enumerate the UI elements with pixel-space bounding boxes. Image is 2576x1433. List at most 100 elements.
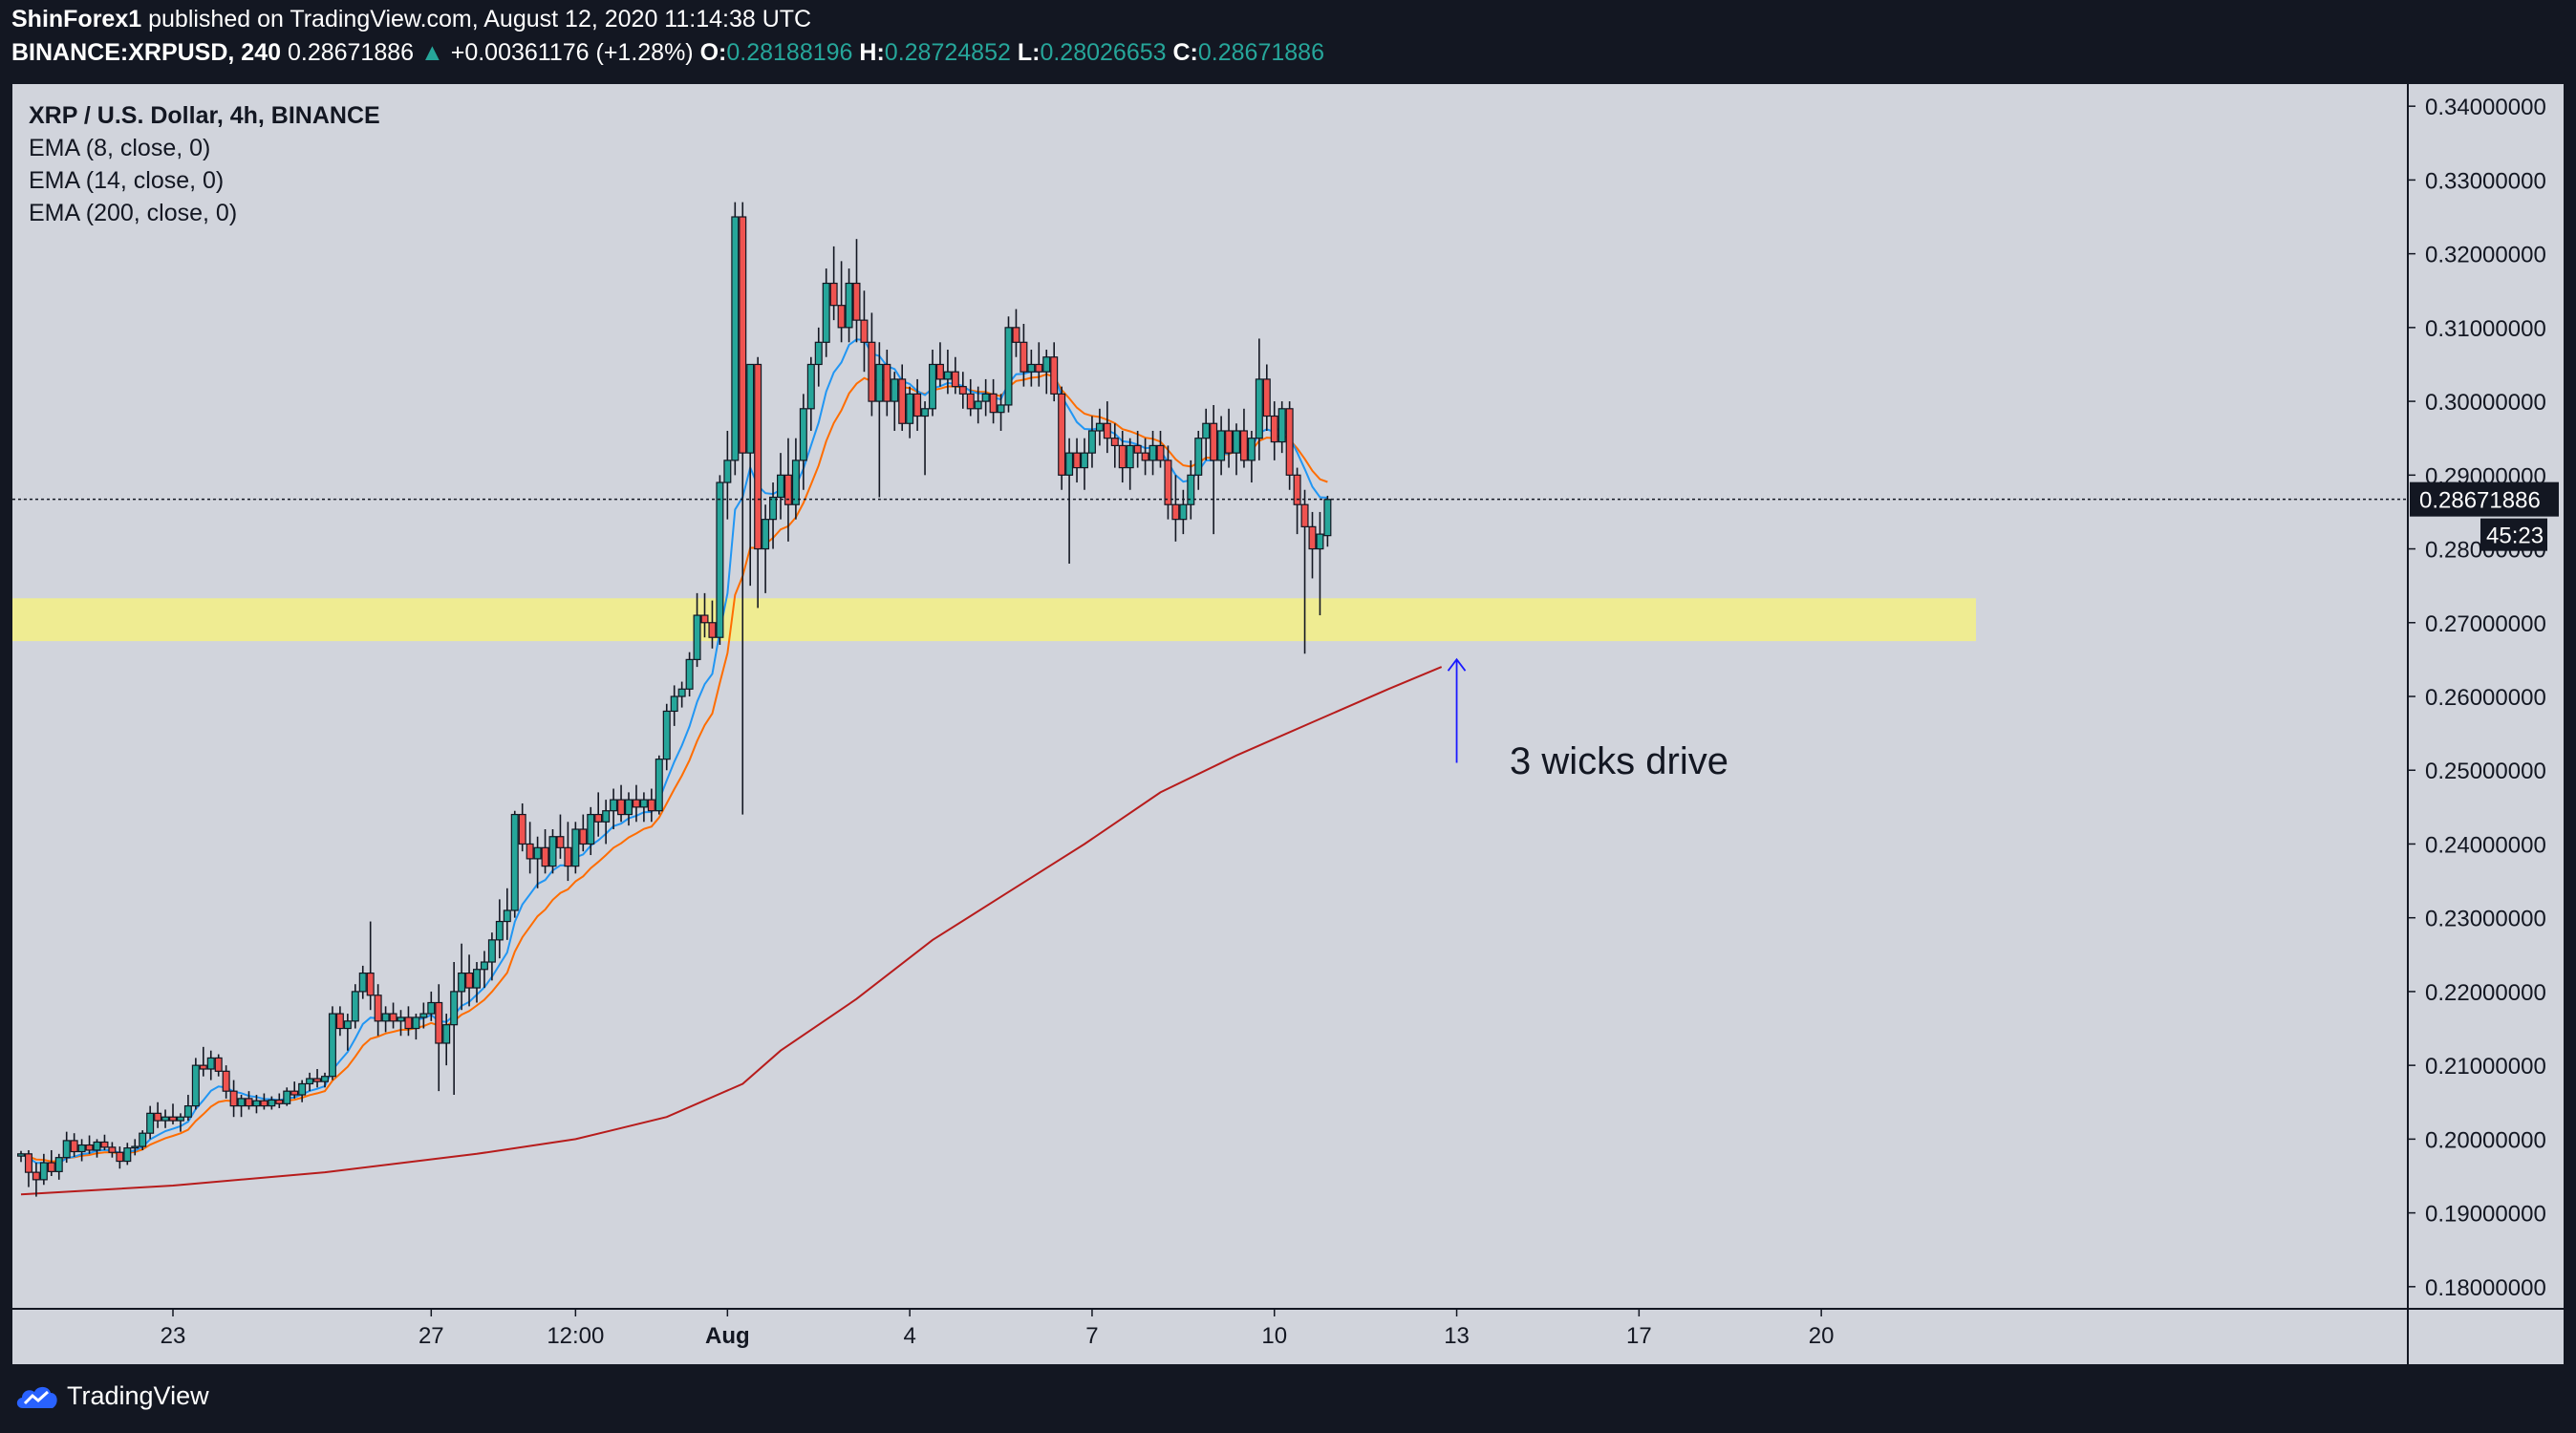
candle	[62, 1131, 71, 1164]
x-tick-label: 7	[1085, 1323, 1098, 1349]
candle-body	[283, 1090, 291, 1104]
candle	[1126, 438, 1134, 490]
candle-body	[837, 305, 846, 329]
candle	[290, 1081, 299, 1099]
candle	[708, 600, 717, 649]
candle	[100, 1134, 109, 1150]
candle	[1225, 408, 1234, 468]
candle	[921, 401, 930, 476]
candle	[868, 312, 876, 417]
candle-body	[1133, 444, 1142, 454]
candle	[1187, 460, 1195, 520]
candle-body	[252, 1100, 261, 1107]
candle	[1277, 401, 1286, 454]
candle	[860, 290, 869, 373]
y-tick-label: 0.32000000	[2425, 243, 2546, 268]
candle	[639, 792, 648, 823]
candle-body	[541, 846, 549, 867]
y-tick-label: 0.24000000	[2425, 832, 2546, 858]
candle	[93, 1139, 101, 1158]
y-tick-label: 0.25000000	[2425, 759, 2546, 784]
candle	[343, 1014, 352, 1051]
legend-ema-200[interactable]: EMA (200, close, 0)	[29, 200, 238, 226]
candle-body	[731, 216, 740, 461]
candle-body	[335, 1013, 344, 1030]
candle	[1293, 467, 1301, 535]
candle-body	[1323, 499, 1332, 537]
candle	[594, 792, 603, 837]
legend-ema-8[interactable]: EMA (8, close, 0)	[29, 135, 211, 161]
candle	[670, 685, 678, 726]
candle-body	[351, 991, 359, 1022]
candle	[754, 356, 762, 609]
candle-body	[518, 813, 526, 845]
candle-body	[814, 341, 823, 366]
candle	[1308, 511, 1317, 579]
candle-body	[1194, 438, 1203, 476]
candle	[883, 350, 891, 417]
ema-14-line	[20, 373, 1328, 1163]
candle	[913, 378, 922, 431]
candle-body	[579, 828, 588, 845]
candle	[966, 378, 975, 417]
candle-body	[199, 1064, 207, 1070]
candle-body	[1217, 430, 1226, 461]
candle	[328, 1006, 336, 1080]
candle-body	[754, 363, 762, 550]
candle-body	[495, 920, 504, 941]
candle-body	[1171, 503, 1180, 521]
chart-area[interactable]	[12, 84, 2564, 1364]
candle	[214, 1054, 223, 1077]
candle	[306, 1072, 314, 1092]
candle-body	[1308, 525, 1317, 550]
candle-body	[435, 1001, 443, 1044]
candle-body	[868, 341, 876, 402]
close-value: 0.28671886	[1197, 39, 1324, 66]
candle	[260, 1093, 268, 1110]
candle-body	[564, 846, 572, 867]
author-name[interactable]: ShinForex1	[11, 6, 142, 32]
candle-body	[108, 1146, 117, 1153]
tradingview-logo[interactable]: TradingView	[13, 1381, 209, 1411]
candle-body	[935, 363, 944, 380]
candle-body	[1058, 393, 1066, 476]
candle-body	[533, 846, 542, 860]
candle-body	[693, 614, 701, 660]
candle-body	[1262, 378, 1271, 417]
y-tick-label: 0.22000000	[2425, 980, 2546, 1006]
candle-body	[139, 1132, 147, 1147]
candle	[693, 592, 701, 668]
candle-body	[943, 371, 952, 380]
candle-body	[85, 1144, 94, 1151]
candle-body	[928, 363, 936, 410]
candle-body	[47, 1162, 55, 1172]
y-tick-label: 0.27000000	[2425, 611, 2546, 637]
candle	[252, 1095, 261, 1114]
candle	[518, 802, 526, 852]
candle	[981, 378, 990, 417]
candle-body	[791, 460, 800, 505]
candle	[146, 1105, 155, 1140]
candle-body	[526, 843, 534, 860]
candle-body	[1126, 444, 1134, 469]
candle	[1202, 408, 1211, 460]
candle	[1012, 309, 1020, 357]
candle	[587, 806, 595, 856]
candle	[1210, 404, 1218, 535]
candle	[427, 991, 436, 1021]
candle	[632, 784, 640, 823]
legend-title[interactable]: XRP / U.S. Dollar, 4h, BINANCE	[29, 102, 380, 129]
candle	[229, 1080, 238, 1118]
candle-body	[389, 1013, 397, 1022]
candle	[39, 1153, 48, 1186]
candle	[1316, 511, 1324, 616]
candle-body	[93, 1141, 101, 1151]
candle-body	[1042, 356, 1051, 373]
candle-body	[806, 363, 815, 410]
candle	[814, 327, 823, 387]
candle	[495, 899, 504, 959]
candle-body	[951, 371, 959, 388]
candle-body	[214, 1057, 223, 1072]
legend-ema-14[interactable]: EMA (14, close, 0)	[29, 167, 225, 194]
